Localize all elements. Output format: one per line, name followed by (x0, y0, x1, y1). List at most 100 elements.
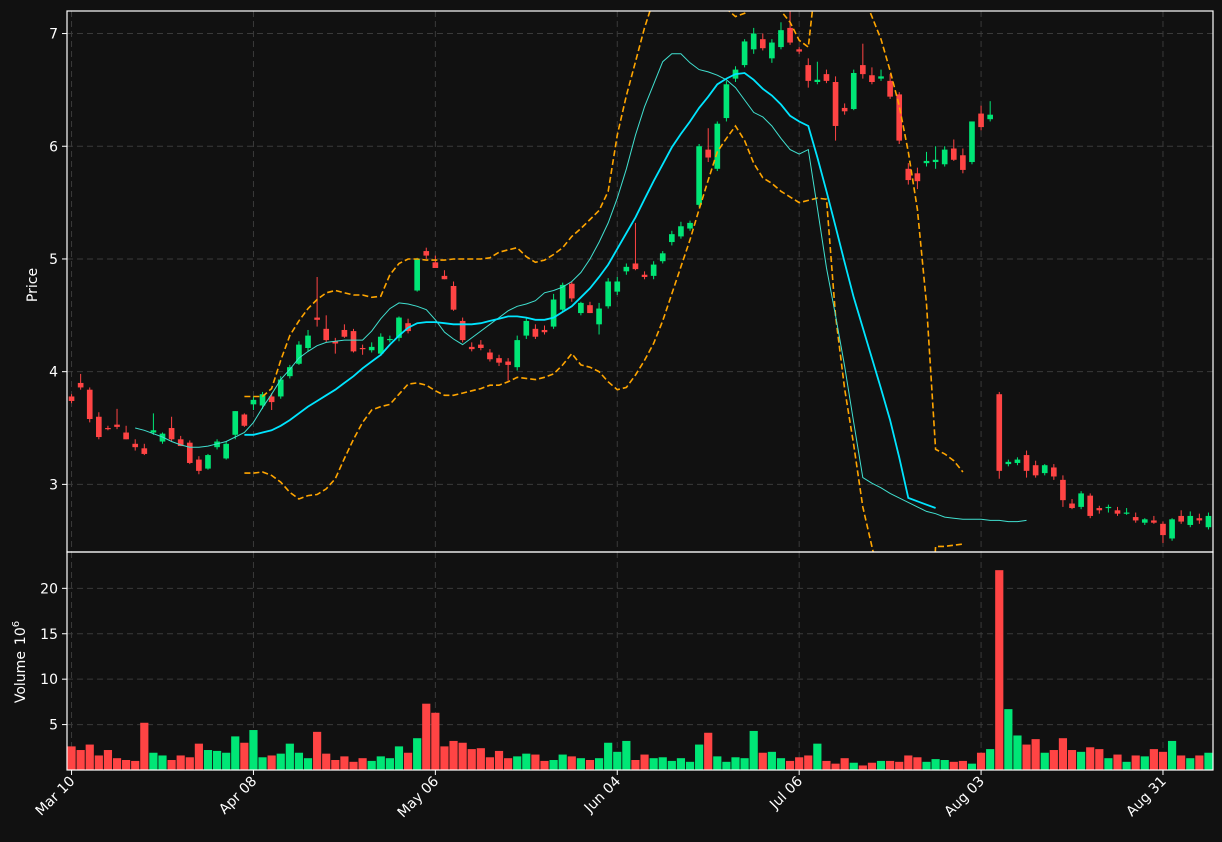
volume-bars (67, 570, 1213, 770)
volume-bar (1095, 749, 1104, 770)
candle-body (177, 439, 184, 447)
candle-body (796, 49, 802, 52)
volume-bar (1077, 751, 1086, 770)
volume-bar (340, 756, 349, 770)
candle-body (905, 168, 912, 181)
candle-body (832, 82, 839, 126)
candle-body (114, 424, 120, 427)
volume-bar (785, 760, 795, 770)
price-axis-title: Price (25, 268, 41, 302)
candle-body (314, 317, 320, 320)
volume-bar (876, 760, 886, 770)
volume-bar (867, 762, 877, 770)
volume-bar (222, 752, 231, 770)
volume-bar (831, 763, 840, 770)
candle-body (341, 329, 348, 337)
candle-body (141, 448, 148, 454)
candle-body (205, 455, 211, 469)
candle-body (450, 286, 457, 310)
candle-body (387, 338, 393, 341)
volume-bar (1177, 755, 1186, 770)
candle-body (932, 159, 939, 163)
volume-bar (367, 760, 376, 770)
lower-band-line (244, 124, 963, 552)
candle-body (714, 123, 721, 169)
slow-moving-average-line (244, 72, 936, 509)
candle-body (368, 346, 375, 351)
volume-bar (676, 758, 686, 770)
candle-body (650, 264, 657, 276)
volume-bar (1186, 758, 1195, 770)
volume-bar (422, 703, 431, 770)
candle-body (769, 42, 775, 59)
volume-bar (67, 746, 76, 770)
volume-bar (140, 722, 149, 770)
candle-body (978, 113, 984, 128)
price-axis-ticks: 3 4 5 6 7 (49, 27, 67, 493)
volume-bar (585, 760, 595, 770)
volume-tick-label: 20 (40, 581, 58, 597)
candle-body (396, 317, 402, 338)
candle-body (814, 79, 821, 83)
volume-bar (713, 756, 722, 770)
candle-body (523, 320, 530, 336)
volume-bar (240, 742, 249, 770)
volume-bar (667, 760, 676, 770)
volume-bar (895, 761, 904, 770)
volume-bar (231, 736, 240, 770)
candle-body (1169, 519, 1175, 539)
candle-body (1196, 518, 1203, 521)
candle-body (96, 416, 102, 438)
volume-bar (986, 749, 995, 770)
volume-bar (249, 730, 258, 770)
candle-body (969, 121, 975, 163)
volume-bar (731, 757, 740, 770)
candle-body (623, 266, 630, 272)
candle-body (878, 76, 884, 79)
volume-bar (285, 743, 294, 770)
candle-body (223, 443, 229, 459)
candle-body (1160, 523, 1166, 536)
candle-body (696, 146, 702, 205)
indicator-lines (135, 11, 1027, 552)
candle-body (86, 389, 93, 420)
volume-bar (349, 761, 358, 770)
candle-body (1060, 479, 1066, 501)
volume-bar (112, 758, 122, 770)
volume-bar (567, 756, 576, 770)
candle-body (1087, 495, 1094, 516)
price-tick-label: 4 (49, 365, 58, 381)
candle-body (332, 341, 339, 344)
volume-bar (1122, 761, 1131, 770)
volume-bar (385, 758, 394, 770)
volume-bar (531, 754, 540, 770)
candle-body (423, 251, 430, 256)
candle-body (778, 30, 784, 48)
candle-body (659, 253, 666, 262)
volume-bar (1031, 739, 1040, 770)
candle-body (860, 65, 866, 75)
candle-body (241, 414, 248, 426)
volume-bar (649, 758, 658, 770)
volume-panel-frame (66, 551, 1214, 771)
candle-body (68, 396, 75, 401)
candle-body (77, 382, 84, 388)
volume-bar (258, 757, 267, 770)
volume-bar (976, 752, 986, 770)
volume-bar (1104, 758, 1113, 770)
candle-body (787, 27, 793, 43)
volume-bar (522, 753, 531, 770)
volume-bar (313, 731, 322, 770)
volume-bar (1040, 752, 1049, 770)
candle-body (669, 234, 675, 243)
volume-axis-label: Volume (13, 651, 29, 703)
volume-bar (822, 760, 831, 770)
candle-body (514, 340, 521, 368)
volume-bar (704, 732, 713, 770)
candle-body (232, 411, 239, 435)
candle-body (887, 80, 893, 97)
candle-body (414, 258, 420, 291)
candle-body (823, 74, 830, 81)
volume-bar (940, 760, 949, 770)
volume-bar (858, 765, 867, 770)
